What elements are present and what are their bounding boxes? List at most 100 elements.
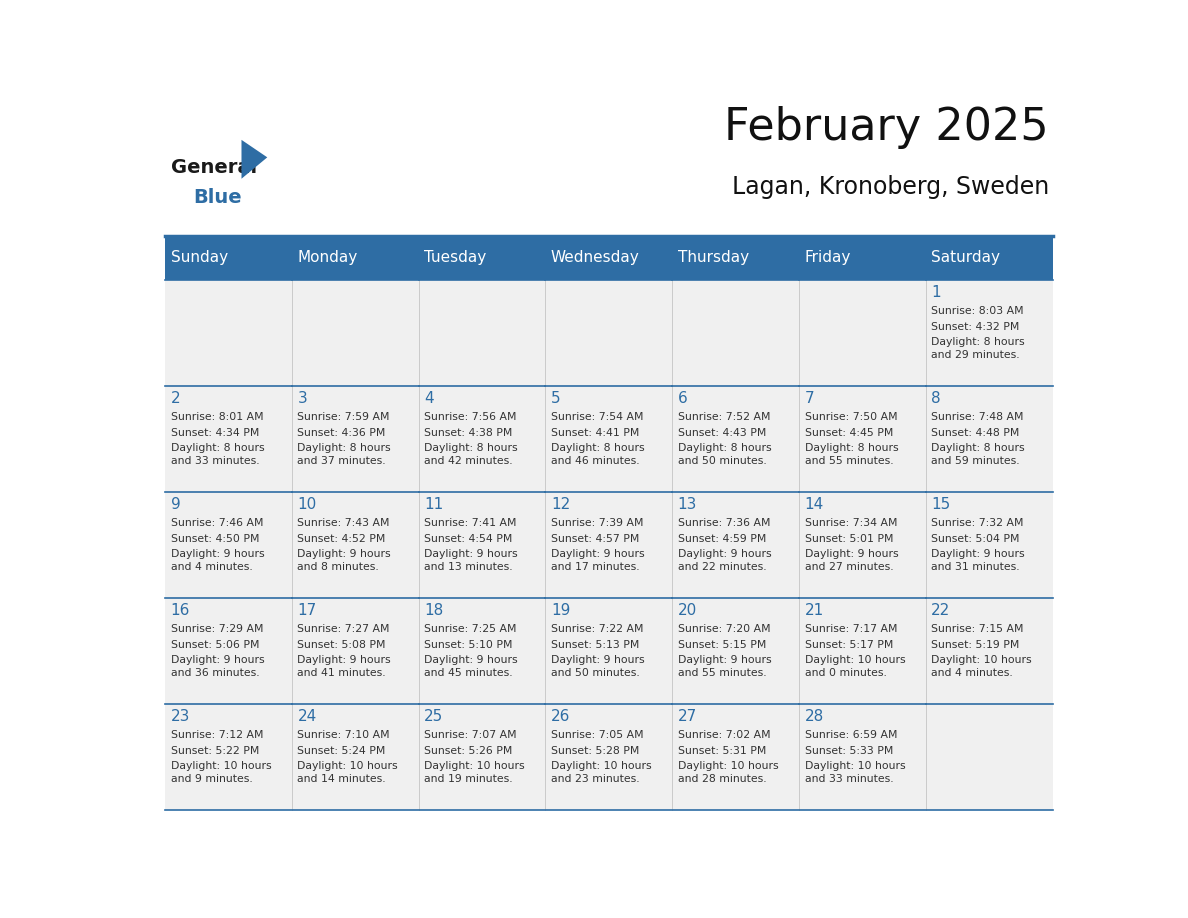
Text: Sunset: 5:33 PM: Sunset: 5:33 PM — [804, 745, 893, 756]
Text: 8: 8 — [931, 391, 941, 406]
Text: Sunrise: 7:29 AM: Sunrise: 7:29 AM — [171, 624, 263, 634]
FancyBboxPatch shape — [165, 598, 292, 704]
FancyBboxPatch shape — [925, 386, 1053, 492]
Text: 4: 4 — [424, 391, 434, 406]
Text: Sunrise: 7:15 AM: Sunrise: 7:15 AM — [931, 624, 1024, 634]
Text: Sunset: 5:17 PM: Sunset: 5:17 PM — [804, 640, 893, 650]
Text: Sunset: 5:26 PM: Sunset: 5:26 PM — [424, 745, 512, 756]
Text: Sunrise: 7:25 AM: Sunrise: 7:25 AM — [424, 624, 517, 634]
FancyBboxPatch shape — [925, 704, 1053, 810]
Text: Daylight: 9 hours
and 55 minutes.: Daylight: 9 hours and 55 minutes. — [678, 655, 771, 678]
Text: Sunset: 5:22 PM: Sunset: 5:22 PM — [171, 745, 259, 756]
Text: Daylight: 9 hours
and 41 minutes.: Daylight: 9 hours and 41 minutes. — [297, 655, 391, 678]
FancyBboxPatch shape — [292, 280, 418, 386]
Text: Wednesday: Wednesday — [551, 251, 639, 265]
Text: Sunset: 4:57 PM: Sunset: 4:57 PM — [551, 533, 639, 543]
Text: 9: 9 — [171, 497, 181, 512]
Text: Sunrise: 7:05 AM: Sunrise: 7:05 AM — [551, 730, 644, 740]
Text: 5: 5 — [551, 391, 561, 406]
Text: Sunset: 4:36 PM: Sunset: 4:36 PM — [297, 428, 386, 438]
Text: Saturday: Saturday — [931, 251, 1000, 265]
Text: Sunset: 4:50 PM: Sunset: 4:50 PM — [171, 533, 259, 543]
Text: Sunset: 5:15 PM: Sunset: 5:15 PM — [678, 640, 766, 650]
Text: Sunrise: 7:39 AM: Sunrise: 7:39 AM — [551, 518, 644, 528]
Text: Sunset: 4:54 PM: Sunset: 4:54 PM — [424, 533, 512, 543]
FancyBboxPatch shape — [165, 280, 292, 386]
Text: Daylight: 8 hours
and 29 minutes.: Daylight: 8 hours and 29 minutes. — [931, 337, 1025, 360]
Text: 16: 16 — [171, 603, 190, 618]
Text: 15: 15 — [931, 497, 950, 512]
Text: 6: 6 — [678, 391, 688, 406]
FancyBboxPatch shape — [165, 492, 292, 598]
Text: 17: 17 — [297, 603, 317, 618]
Text: Sunrise: 7:50 AM: Sunrise: 7:50 AM — [804, 412, 897, 422]
Text: Sunrise: 7:41 AM: Sunrise: 7:41 AM — [424, 518, 517, 528]
Text: 27: 27 — [678, 709, 697, 724]
FancyBboxPatch shape — [800, 598, 925, 704]
Text: Sunset: 5:01 PM: Sunset: 5:01 PM — [804, 533, 893, 543]
Text: February 2025: February 2025 — [725, 106, 1049, 149]
Text: Sunset: 5:08 PM: Sunset: 5:08 PM — [297, 640, 386, 650]
Text: Sunrise: 7:32 AM: Sunrise: 7:32 AM — [931, 518, 1024, 528]
Text: 26: 26 — [551, 709, 570, 724]
Text: Sunset: 4:45 PM: Sunset: 4:45 PM — [804, 428, 893, 438]
Text: Sunset: 4:32 PM: Sunset: 4:32 PM — [931, 321, 1019, 331]
FancyBboxPatch shape — [418, 704, 545, 810]
Text: Daylight: 10 hours
and 19 minutes.: Daylight: 10 hours and 19 minutes. — [424, 761, 525, 784]
Text: General: General — [171, 158, 257, 177]
Text: Daylight: 10 hours
and 33 minutes.: Daylight: 10 hours and 33 minutes. — [804, 761, 905, 784]
FancyBboxPatch shape — [545, 280, 672, 386]
Text: Sunset: 5:10 PM: Sunset: 5:10 PM — [424, 640, 513, 650]
FancyBboxPatch shape — [925, 280, 1053, 386]
Text: Daylight: 9 hours
and 13 minutes.: Daylight: 9 hours and 13 minutes. — [424, 549, 518, 572]
Text: 22: 22 — [931, 603, 950, 618]
Text: Daylight: 10 hours
and 23 minutes.: Daylight: 10 hours and 23 minutes. — [551, 761, 651, 784]
Text: Sunset: 5:04 PM: Sunset: 5:04 PM — [931, 533, 1019, 543]
Text: 18: 18 — [424, 603, 443, 618]
Text: 28: 28 — [804, 709, 823, 724]
Text: 20: 20 — [678, 603, 697, 618]
Text: Sunset: 4:41 PM: Sunset: 4:41 PM — [551, 428, 639, 438]
FancyBboxPatch shape — [292, 704, 418, 810]
Text: Sunrise: 7:54 AM: Sunrise: 7:54 AM — [551, 412, 644, 422]
Text: 11: 11 — [424, 497, 443, 512]
Text: 21: 21 — [804, 603, 823, 618]
Text: Daylight: 9 hours
and 45 minutes.: Daylight: 9 hours and 45 minutes. — [424, 655, 518, 678]
Text: 14: 14 — [804, 497, 823, 512]
Text: 25: 25 — [424, 709, 443, 724]
Text: Sunday: Sunday — [171, 251, 228, 265]
Text: Sunrise: 7:59 AM: Sunrise: 7:59 AM — [297, 412, 390, 422]
FancyBboxPatch shape — [925, 598, 1053, 704]
FancyBboxPatch shape — [545, 386, 672, 492]
Text: Sunrise: 7:12 AM: Sunrise: 7:12 AM — [171, 730, 263, 740]
Text: Friday: Friday — [804, 251, 851, 265]
Text: Sunrise: 7:56 AM: Sunrise: 7:56 AM — [424, 412, 517, 422]
Text: Sunrise: 7:10 AM: Sunrise: 7:10 AM — [297, 730, 390, 740]
FancyBboxPatch shape — [165, 236, 1053, 280]
FancyBboxPatch shape — [165, 386, 292, 492]
FancyBboxPatch shape — [545, 492, 672, 598]
Text: Sunset: 4:59 PM: Sunset: 4:59 PM — [678, 533, 766, 543]
Text: Daylight: 8 hours
and 42 minutes.: Daylight: 8 hours and 42 minutes. — [424, 443, 518, 466]
Text: Tuesday: Tuesday — [424, 251, 486, 265]
FancyBboxPatch shape — [418, 280, 545, 386]
FancyBboxPatch shape — [800, 704, 925, 810]
FancyBboxPatch shape — [800, 280, 925, 386]
Text: Sunset: 4:43 PM: Sunset: 4:43 PM — [678, 428, 766, 438]
Text: Sunrise: 7:46 AM: Sunrise: 7:46 AM — [171, 518, 263, 528]
FancyBboxPatch shape — [672, 492, 800, 598]
Text: Daylight: 10 hours
and 14 minutes.: Daylight: 10 hours and 14 minutes. — [297, 761, 398, 784]
Text: Sunset: 4:52 PM: Sunset: 4:52 PM — [297, 533, 386, 543]
FancyBboxPatch shape — [800, 492, 925, 598]
Text: 10: 10 — [297, 497, 317, 512]
FancyBboxPatch shape — [292, 598, 418, 704]
FancyBboxPatch shape — [672, 386, 800, 492]
FancyBboxPatch shape — [418, 598, 545, 704]
Text: Blue: Blue — [194, 188, 242, 207]
Text: 23: 23 — [171, 709, 190, 724]
Text: 2: 2 — [171, 391, 181, 406]
Text: 13: 13 — [678, 497, 697, 512]
Text: Sunrise: 7:48 AM: Sunrise: 7:48 AM — [931, 412, 1024, 422]
Text: Sunrise: 6:59 AM: Sunrise: 6:59 AM — [804, 730, 897, 740]
Text: Sunrise: 7:07 AM: Sunrise: 7:07 AM — [424, 730, 517, 740]
